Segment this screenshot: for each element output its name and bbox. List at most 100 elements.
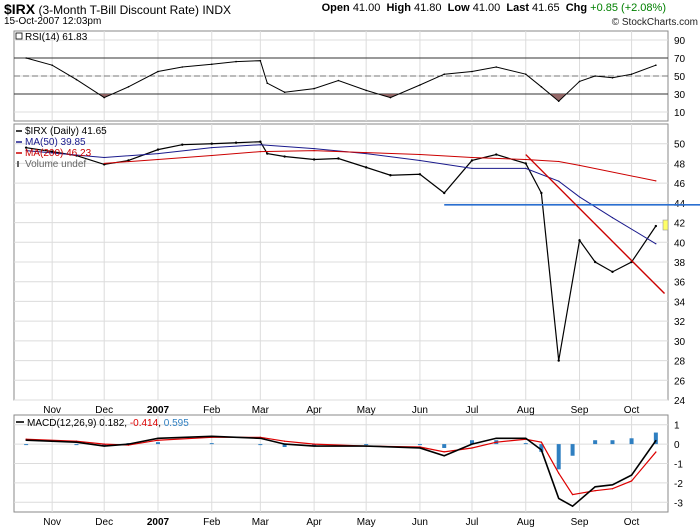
price-tick-label: 46 <box>674 179 686 190</box>
macd-point <box>611 488 614 490</box>
price-point <box>234 141 238 144</box>
price-point <box>210 142 213 145</box>
price-point <box>419 159 421 162</box>
rsi-point <box>443 73 446 75</box>
price-point <box>157 158 159 161</box>
price-tick-label: 36 <box>674 278 686 289</box>
macd-histogram-bar <box>155 442 160 445</box>
macd-point <box>127 443 130 445</box>
price-legend-entry: MA(50) 39.85 <box>25 137 86 148</box>
open-value: 41.00 <box>352 2 381 14</box>
rsi-legend: RSI(14) 61.83 <box>25 32 88 43</box>
price-tick-label: 40 <box>674 238 686 249</box>
price-tick-label: 34 <box>674 297 686 308</box>
macd-histogram-bar <box>74 444 79 446</box>
price-tick-label: 32 <box>674 317 686 328</box>
low-value: 41.00 <box>472 2 501 14</box>
rsi-tick-label: 50 <box>674 72 686 83</box>
rsi-panel: 10 30 50 70 90 RSI(14) 61.83 <box>13 30 686 122</box>
rsi-point <box>266 82 269 84</box>
rsi-point <box>419 84 421 86</box>
x-tick-label: Jul <box>466 517 479 528</box>
symbol: $IRX <box>4 1 36 17</box>
macd-point <box>655 451 657 453</box>
rsi-point <box>103 96 106 99</box>
macd-point <box>525 437 527 439</box>
rsi-line <box>26 57 657 102</box>
rsi-point <box>655 64 657 66</box>
trend-line <box>525 154 666 295</box>
macd-histogram-bar <box>539 444 544 452</box>
rsi-point <box>557 100 560 102</box>
price-point <box>655 243 657 245</box>
rsi-point <box>495 66 498 68</box>
high-label: High <box>386 2 411 14</box>
rsi-point <box>127 86 130 88</box>
macd-histogram-bar <box>523 443 528 445</box>
price-point <box>471 156 473 159</box>
rsi-point <box>594 75 596 77</box>
x-tick-label: Apr <box>306 405 322 416</box>
macd-point <box>103 443 105 445</box>
x-tick-label: Dec <box>95 405 113 416</box>
price-point <box>525 167 527 169</box>
x-tick-label: Oct <box>624 405 640 416</box>
x-tick-label: 2007 <box>147 405 170 416</box>
price-point <box>266 152 269 155</box>
price-point <box>312 158 316 161</box>
price-point <box>103 156 105 159</box>
price-point <box>654 224 658 228</box>
macd-point <box>313 443 315 445</box>
macd-point <box>611 484 614 486</box>
price-point <box>337 157 340 160</box>
rsi-point <box>471 70 473 73</box>
macd-point <box>75 441 78 443</box>
price-point <box>259 151 261 153</box>
rsi-point <box>235 60 237 63</box>
x-tick-label: Sep <box>571 517 589 528</box>
price-point <box>313 148 315 150</box>
macd-histogram-bar <box>282 444 287 448</box>
rsi-point <box>75 78 78 81</box>
macd-point <box>471 443 473 445</box>
last-value: 41.65 <box>532 2 560 14</box>
exchange: INDX <box>202 3 231 17</box>
rsi-point <box>578 80 581 83</box>
rsi-point <box>51 64 53 66</box>
price-point <box>419 153 421 156</box>
price-point <box>495 153 498 156</box>
x-tick-label: Jul <box>466 405 479 416</box>
macd-histogram-bar <box>209 443 214 445</box>
macd-histogram-bar <box>653 432 658 445</box>
price-point <box>283 155 286 158</box>
price-point <box>259 140 262 143</box>
macd-point <box>419 447 421 449</box>
price-point <box>593 260 597 264</box>
price-point <box>211 147 213 149</box>
x-tick-label: Mar <box>252 517 270 528</box>
rsi-point <box>365 89 367 92</box>
macd-histogram-bar <box>442 444 447 448</box>
macd-histogram-bar <box>417 444 422 446</box>
rsi-point <box>283 91 286 93</box>
chg-value: +0.85 (+2.08%) <box>590 2 666 14</box>
x-tick-label: Jun <box>412 405 428 416</box>
macd-panel: -3 -2 -1 0 1 MACD(12,26,9) 0.182, -0.414, 0.5… <box>13 414 683 513</box>
price-point <box>365 151 367 154</box>
price-point <box>389 174 392 177</box>
macd-legend-label: MACD(12,26,9) 0.182, <box>27 418 130 429</box>
quote-summary: Open 41.00 High 41.80 Low 41.00 Last 41.… <box>322 2 666 14</box>
rsi-point <box>313 87 315 90</box>
x-tick-label: Feb <box>203 405 221 416</box>
price-point <box>578 239 581 242</box>
macd-histogram-bar <box>629 438 634 445</box>
macd-histogram-bar <box>469 440 474 445</box>
rsi-point <box>259 59 262 62</box>
price-point <box>558 180 560 182</box>
macd-point <box>495 441 497 443</box>
x-tick-label: 2007 <box>147 517 170 528</box>
macd-point <box>283 440 286 442</box>
price-point <box>578 196 581 198</box>
macd-point <box>157 437 159 439</box>
